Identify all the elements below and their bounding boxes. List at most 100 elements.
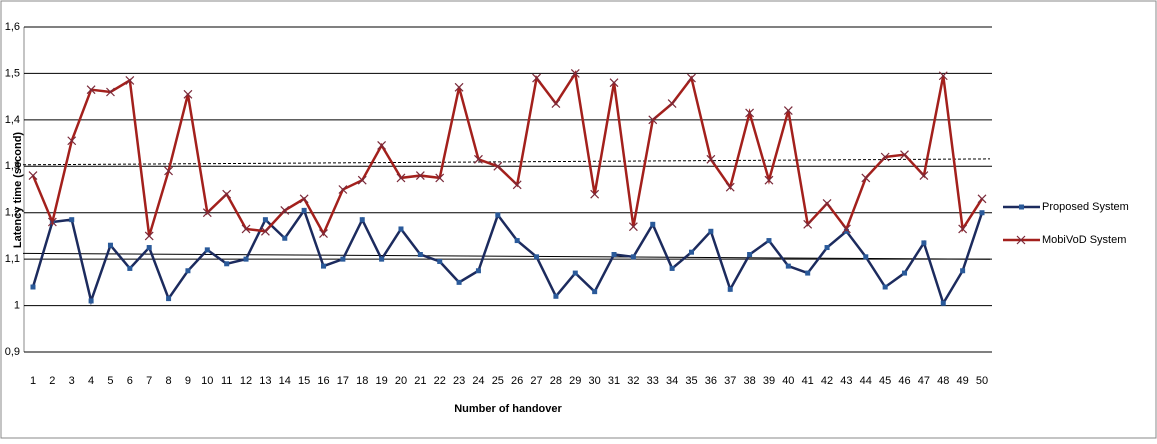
- marker: [340, 256, 346, 262]
- marker: [708, 228, 714, 234]
- x-tick-label: 43: [840, 375, 852, 387]
- marker: [260, 226, 270, 236]
- x-tick-label: 18: [356, 375, 368, 387]
- x-tick-label: 11: [221, 375, 232, 387]
- marker: [379, 256, 385, 262]
- legend-marker: [1016, 235, 1026, 245]
- trendline: [22, 252, 991, 260]
- marker: [125, 75, 135, 85]
- x-tick-label: 6: [127, 375, 133, 387]
- x-tick-label: 28: [550, 375, 562, 387]
- marker: [630, 254, 636, 260]
- x-tick-label: 13: [259, 375, 271, 387]
- x-tick-label: 29: [569, 375, 581, 387]
- x-tick-label: 39: [763, 375, 775, 387]
- x-tick-label: 21: [414, 375, 426, 387]
- marker: [609, 78, 619, 88]
- y-tick-label: 1,5: [5, 67, 20, 79]
- x-tick-label: 23: [453, 375, 465, 387]
- x-tick-label: 34: [666, 375, 678, 387]
- marker: [454, 82, 464, 92]
- marker: [357, 175, 367, 185]
- x-tick-label: 31: [608, 375, 620, 387]
- marker: [803, 219, 813, 229]
- marker: [921, 240, 927, 246]
- x-tick-label: 14: [279, 375, 291, 387]
- x-tick-label: 27: [530, 375, 542, 387]
- marker: [202, 208, 212, 218]
- y-tick-label: 1,1: [5, 253, 20, 265]
- marker: [958, 224, 968, 234]
- x-tick-label: 4: [88, 375, 94, 387]
- marker: [282, 235, 288, 241]
- marker: [532, 73, 541, 83]
- marker: [977, 194, 987, 204]
- marker: [592, 289, 598, 295]
- marker: [822, 199, 832, 208]
- x-tick-label: 32: [627, 375, 639, 387]
- marker: [377, 140, 387, 150]
- x-tick-label: 15: [298, 375, 310, 387]
- marker: [435, 173, 445, 183]
- x-tick-label: 16: [317, 375, 329, 387]
- marker: [514, 238, 520, 244]
- marker: [902, 270, 908, 276]
- marker: [495, 212, 501, 218]
- marker: [745, 108, 755, 118]
- x-tick-label: 47: [918, 375, 930, 387]
- x-tick-label: 40: [782, 375, 794, 387]
- marker: [280, 205, 290, 215]
- x-tick-label: 33: [647, 375, 659, 387]
- marker: [47, 217, 57, 227]
- marker: [185, 268, 191, 274]
- marker: [747, 252, 753, 257]
- marker: [437, 258, 443, 264]
- x-tick-label: 17: [337, 375, 349, 387]
- marker: [919, 171, 929, 180]
- marker: [512, 180, 522, 190]
- marker: [572, 270, 578, 276]
- marker: [979, 210, 985, 216]
- marker: [940, 300, 946, 306]
- marker: [551, 99, 561, 109]
- marker: [611, 252, 617, 257]
- marker: [319, 229, 328, 239]
- x-tick-label: 8: [166, 375, 172, 387]
- marker: [474, 154, 483, 164]
- marker: [590, 189, 600, 199]
- marker: [224, 261, 230, 267]
- x-axis-label: Number of handover: [454, 403, 562, 415]
- marker: [534, 254, 540, 260]
- marker: [183, 89, 193, 99]
- x-tick-label: 30: [589, 375, 601, 387]
- y-tick-label: 1,4: [5, 114, 20, 126]
- marker: [396, 173, 406, 183]
- marker: [243, 256, 249, 262]
- marker: [669, 265, 675, 271]
- marker: [204, 247, 210, 253]
- y-tick-label: 1,6: [5, 21, 20, 33]
- x-tick-label: 49: [957, 375, 969, 387]
- marker: [706, 154, 716, 164]
- marker: [570, 69, 580, 78]
- marker: [106, 87, 115, 97]
- marker: [882, 284, 888, 290]
- x-tick-label: 48: [937, 375, 949, 387]
- marker: [861, 173, 871, 183]
- marker: [417, 252, 423, 257]
- series-line: [31, 207, 984, 307]
- x-tick-label: 19: [375, 375, 387, 387]
- marker: [146, 245, 152, 251]
- marker: [900, 150, 909, 160]
- x-tick-label: 50: [976, 375, 988, 387]
- marker: [321, 263, 327, 269]
- y-axis-label: Latency time (second): [12, 132, 24, 248]
- marker: [650, 221, 656, 227]
- legend-label: Proposed System: [1042, 201, 1129, 213]
- marker: [842, 224, 851, 234]
- marker: [843, 228, 849, 234]
- marker: [764, 175, 774, 185]
- x-tick-label: 36: [705, 375, 717, 387]
- marker: [69, 217, 75, 223]
- marker: [299, 194, 309, 204]
